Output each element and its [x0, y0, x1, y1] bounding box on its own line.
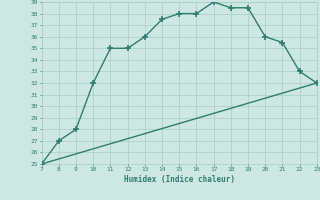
X-axis label: Humidex (Indice chaleur): Humidex (Indice chaleur): [124, 175, 235, 184]
